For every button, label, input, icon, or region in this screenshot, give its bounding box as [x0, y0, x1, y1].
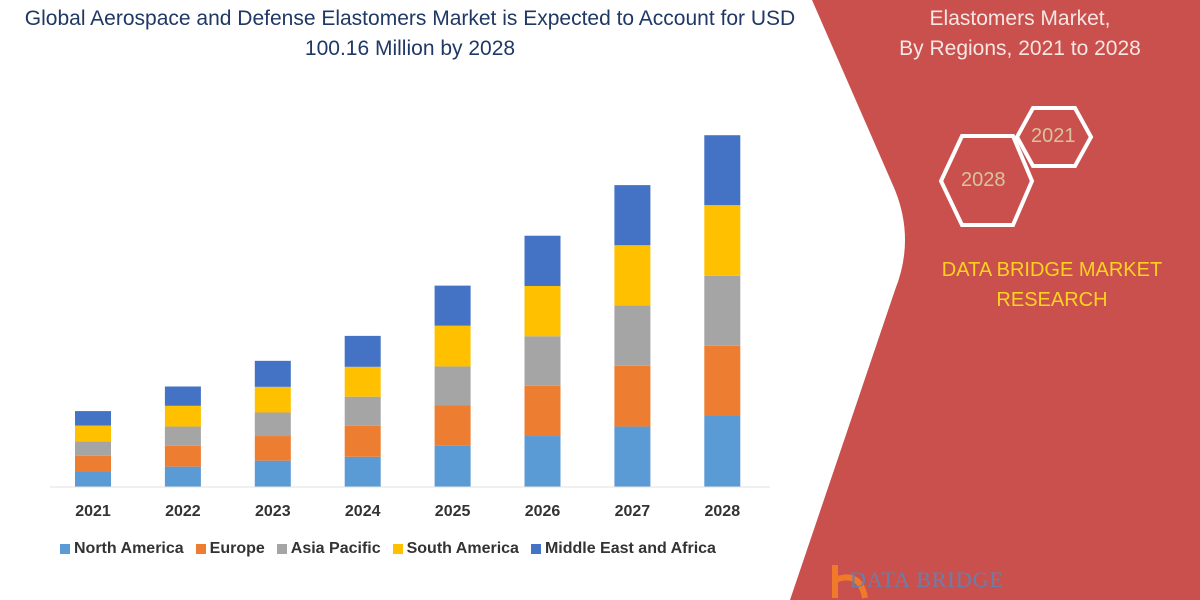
bar-segment-2027-asia-pacific — [614, 305, 651, 366]
bar-segment-2024-north-america — [344, 456, 381, 487]
bar-segment-2026-south-america — [524, 285, 561, 337]
legend-label: Middle East and Africa — [544, 540, 716, 557]
panel-title-line2: By Regions, 2021 to 2028 — [899, 37, 1141, 60]
bar-segment-2023-south-america — [254, 386, 291, 413]
legend: North America Europe Asia Pacific South Ame… — [60, 540, 716, 558]
x-tick-label: 2023 — [255, 503, 291, 520]
hexagon-2021 — [1014, 106, 1094, 168]
hexagon-2028 — [938, 134, 1035, 227]
bar-segment-2022-europe — [164, 445, 201, 467]
bar-segment-2026-europe — [524, 385, 561, 437]
panel-title: Elastomers Market, By Regions, 2021 to 2… — [860, 4, 1180, 64]
bar-segment-2021-europe — [75, 455, 111, 472]
bar-segment-2027-north-america — [614, 426, 651, 487]
x-tick-label: 2028 — [704, 503, 741, 520]
bar-segment-2024-south-america — [344, 366, 381, 397]
bar-segment-2028-south-america — [704, 205, 741, 276]
legend-label: Asia Pacific — [290, 540, 381, 557]
red-side-panel — [790, 0, 1200, 600]
bar-segment-2028-middle-east-and-africa — [704, 135, 741, 206]
bar-segment-2021-middle-east-and-africa — [75, 411, 111, 426]
legend-item: North America — [60, 540, 184, 558]
bar-segment-2023-middle-east-and-africa — [254, 360, 291, 387]
x-tick-label: 2022 — [165, 503, 201, 520]
bar-segment-2022-middle-east-and-africa — [164, 386, 201, 406]
x-tick-label: 2027 — [614, 503, 651, 520]
bar-segment-2021-asia-pacific — [75, 441, 111, 456]
bar-segment-2027-middle-east-and-africa — [614, 185, 651, 246]
bar-segment-2025-europe — [434, 405, 471, 446]
legend-swatch — [530, 544, 541, 554]
legend-item: Middle East and Africa — [530, 540, 716, 558]
bars-group — [75, 135, 741, 487]
x-tick-label: 2021 — [75, 503, 111, 520]
x-tick-label: 2024 — [344, 503, 381, 520]
legend-swatch — [60, 544, 70, 554]
bar-segment-2028-europe — [704, 345, 741, 417]
logo-mark-icon — [832, 565, 868, 599]
legend-label: Europe — [209, 540, 265, 557]
bar-segment-2025-south-america — [434, 325, 471, 367]
x-tick-label: 2026 — [524, 503, 561, 520]
legend-swatch — [392, 544, 403, 554]
bar-segment-2022-south-america — [164, 405, 201, 427]
logo-text: DATA BRIDGE — [850, 567, 1005, 592]
bar-segment-2027-south-america — [614, 245, 651, 306]
bar-segment-2025-north-america — [434, 445, 471, 487]
bar-segment-2026-middle-east-and-africa — [524, 235, 561, 286]
legend-label: North America — [74, 540, 184, 557]
bar-segment-2022-asia-pacific — [164, 426, 201, 446]
legend-item: South America — [392, 540, 519, 558]
bar-segment-2027-europe — [614, 365, 651, 427]
bar-segment-2023-europe — [254, 436, 291, 461]
legend-item: Asia Pacific — [276, 540, 381, 558]
bar-segment-2025-middle-east-and-africa — [434, 285, 471, 326]
bar-segment-2028-north-america — [704, 416, 741, 487]
panel-title-line1: Elastomers Market, — [929, 7, 1111, 30]
bar-segment-2026-asia-pacific — [524, 336, 561, 386]
legend-swatch — [276, 544, 287, 554]
hex-label-2028: 2028 — [961, 169, 1006, 191]
bar-segment-2022-north-america — [164, 466, 201, 487]
bar-segment-2021-north-america — [75, 471, 111, 487]
bar-segment-2023-asia-pacific — [254, 412, 291, 437]
legend-label: South America — [406, 540, 519, 557]
bar-segment-2028-asia-pacific — [704, 275, 741, 346]
hex-label-2021: 2021 — [1031, 125, 1076, 147]
legend-item: Europe — [195, 540, 265, 558]
bar-segment-2024-europe — [344, 425, 381, 457]
legend-swatch — [195, 544, 206, 554]
bar-segment-2024-middle-east-and-africa — [344, 335, 381, 367]
page-title: Global Aerospace and Defense Elastomers … — [24, 7, 796, 60]
bar-segment-2026-north-america — [524, 436, 561, 487]
bar-segment-2023-north-america — [254, 460, 291, 487]
bar-segment-2025-asia-pacific — [434, 366, 471, 406]
bar-segment-2024-asia-pacific — [344, 396, 381, 426]
brand-text: DATA BRIDGE MARKET RESEARCH — [941, 259, 1163, 311]
bar-segment-2021-south-america — [75, 425, 111, 442]
x-tick-label: 2025 — [434, 503, 471, 520]
